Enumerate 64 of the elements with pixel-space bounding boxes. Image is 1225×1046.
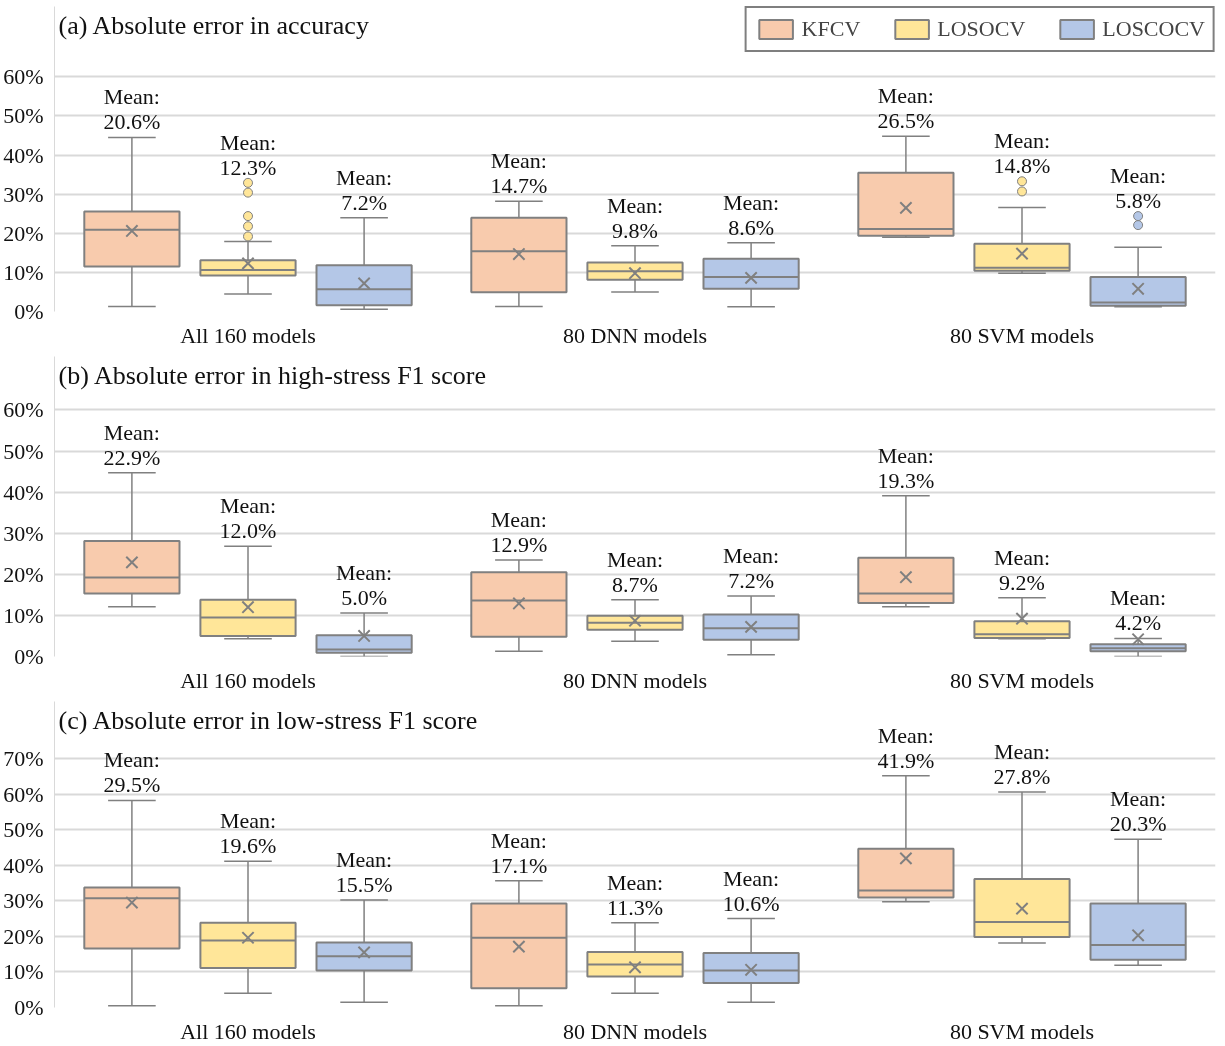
y-tick-label: 30% [3, 520, 44, 546]
x-tick-label: 80 SVM models [949, 667, 1095, 693]
annotation: Mean: 5.8% [1110, 163, 1167, 214]
annotation: Mean: 7.2% [723, 543, 780, 594]
annotation: Mean: 20.6% [103, 84, 161, 135]
annotation: Mean: 22.9% [103, 419, 161, 470]
annotation: Mean: 12.0% [219, 493, 277, 544]
chart-title: (a) Absolute error in accuracy [58, 10, 369, 40]
y-tick-label: 60% [3, 397, 44, 423]
annotation: Mean: 9.2% [993, 544, 1051, 595]
annotation: Mean: 15.5% [335, 847, 393, 898]
annotation: Mean: 29.5% [103, 747, 161, 798]
annotation: Mean: 27.8% [993, 738, 1051, 789]
annotation: Mean: 19.6% [219, 808, 277, 859]
chart-title: (b) Absolute error in high-stress F1 score [58, 360, 486, 390]
y-tick-label: 0% [14, 644, 44, 669]
y-tick-label: 0% [14, 995, 44, 1020]
y-tick-label: 70% [3, 745, 44, 771]
x-tick-label: 80 SVM models [949, 322, 1095, 348]
chart-title: (c) Absolute error in low-stress F1 score [58, 705, 478, 735]
legend-label: KFCV [801, 16, 861, 42]
y-tick-label: 30% [3, 888, 44, 914]
y-tick-label: 10% [3, 959, 44, 985]
y-tick-label: 10% [3, 259, 44, 285]
x-tick-label: All 160 models [180, 322, 316, 348]
annotation: Mean: 17.1% [490, 827, 548, 878]
x-tick-label: 80 DNN models [562, 322, 708, 348]
annotation: Mean: 11.3% [606, 869, 664, 920]
annotation: Mean: 20.3% [1109, 786, 1167, 837]
annotation: Mean: 12.9% [490, 506, 548, 557]
annotation: Mean: 41.9% [877, 722, 935, 773]
y-tick-label: 60% [3, 64, 44, 90]
annotation: Mean: 4.2% [1110, 585, 1167, 636]
annotation: Mean: 8.6% [723, 189, 780, 240]
annotation: Mean: 14.7% [490, 148, 548, 199]
y-tick-label: 10% [3, 602, 44, 628]
y-tick-label: 40% [3, 852, 44, 878]
y-tick-label: 60% [3, 781, 44, 807]
y-tick-label: 40% [3, 142, 44, 168]
annotation: Mean: 10.6% [722, 865, 780, 916]
annotation: Mean: 8.7% [606, 546, 664, 597]
annotation: Mean: 19.3% [877, 442, 935, 493]
x-tick-label: 80 DNN models [562, 667, 708, 693]
x-tick-label: 80 SVM models [949, 1018, 1095, 1044]
y-tick-label: 20% [3, 561, 44, 587]
y-tick-label: 20% [3, 923, 44, 949]
x-tick-label: 80 DNN models [562, 1018, 708, 1044]
y-tick-label: 20% [3, 220, 44, 246]
legend-label: LOSOCV [937, 16, 1026, 42]
annotation: Mean: 7.2% [336, 164, 393, 215]
legend-label: LOSCOCV [1102, 16, 1205, 42]
annotation: Mean: 26.5% [877, 83, 935, 134]
annotation: Mean: 5.0% [336, 559, 393, 610]
annotation: Mean: 14.8% [993, 128, 1051, 179]
y-tick-label: 30% [3, 181, 44, 207]
annotation: Mean: 9.8% [606, 192, 664, 243]
y-tick-label: 50% [3, 103, 44, 129]
y-tick-label: 50% [3, 817, 44, 843]
y-tick-label: 0% [14, 299, 44, 324]
annotation: Mean: 12.3% [219, 129, 277, 180]
x-tick-label: All 160 models [180, 1018, 316, 1044]
x-tick-label: All 160 models [180, 667, 316, 693]
y-tick-label: 50% [3, 438, 44, 464]
y-tick-label: 40% [3, 479, 44, 505]
